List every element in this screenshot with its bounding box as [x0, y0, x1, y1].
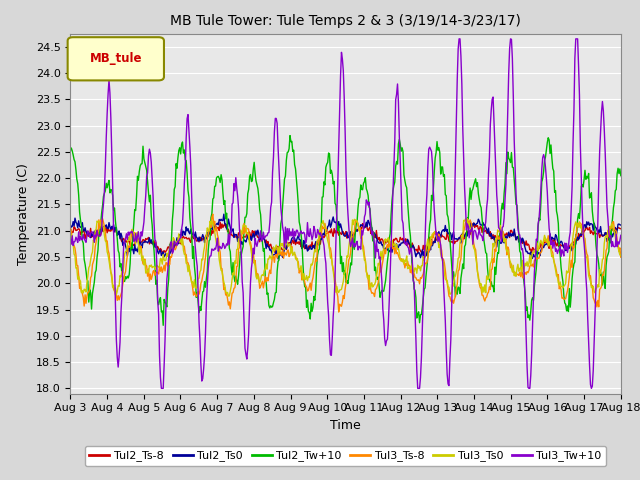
Tul2_Ts0: [617, 222, 625, 228]
Tul2_Tw+10: [436, 150, 444, 156]
Tul3_Ts0: [208, 218, 216, 224]
FancyBboxPatch shape: [68, 37, 164, 80]
Tul3_Ts0: [617, 252, 625, 258]
Tul2_Ts-8: [317, 235, 325, 240]
Tul3_Tw+10: [317, 230, 324, 236]
Tul2_Tw+10: [286, 132, 294, 138]
Tul3_Tw+10: [435, 234, 443, 240]
Y-axis label: Temperature (C): Temperature (C): [17, 163, 30, 264]
Tul2_Ts0: [317, 237, 325, 242]
Line: Tul2_Ts-8: Tul2_Ts-8: [70, 222, 621, 253]
Tul3_Ts0: [463, 216, 471, 222]
Tul3_Tw+10: [455, 36, 463, 42]
Tul2_Ts0: [483, 227, 490, 232]
X-axis label: Time: Time: [330, 419, 361, 432]
Tul2_Ts-8: [159, 251, 166, 256]
Tul2_Ts0: [67, 222, 74, 228]
Tul2_Ts-8: [436, 234, 444, 240]
Tul2_Tw+10: [617, 173, 625, 179]
Tul3_Tw+10: [392, 97, 399, 103]
Tul2_Ts-8: [617, 226, 625, 232]
Tul3_Tw+10: [209, 247, 217, 252]
Tul3_Ts-8: [317, 234, 324, 240]
Tul2_Ts0: [220, 211, 228, 217]
Tul3_Ts-8: [209, 211, 217, 217]
Tul2_Ts-8: [216, 219, 224, 225]
Tul3_Ts-8: [617, 254, 625, 260]
Tul2_Ts-8: [483, 230, 490, 236]
Tul3_Ts0: [317, 231, 324, 237]
Line: Tul3_Ts-8: Tul3_Ts-8: [70, 214, 621, 312]
Text: MB_tule: MB_tule: [90, 52, 142, 65]
Tul3_Tw+10: [67, 236, 74, 242]
Tul3_Tw+10: [617, 232, 625, 238]
Tul3_Ts0: [392, 245, 399, 251]
Tul3_Ts0: [67, 231, 74, 237]
Tul2_Ts0: [164, 251, 172, 257]
Tul2_Tw+10: [165, 276, 173, 282]
Tul3_Ts-8: [436, 234, 444, 240]
Tul3_Tw+10: [483, 204, 490, 210]
Tul3_Ts-8: [393, 251, 401, 256]
Tul2_Ts-8: [165, 244, 173, 250]
Tul3_Ts0: [483, 273, 490, 279]
Tul3_Ts0: [225, 293, 232, 299]
Tul2_Ts0: [274, 256, 282, 262]
Tul2_Ts0: [393, 241, 401, 247]
Tul3_Ts-8: [67, 225, 74, 231]
Tul2_Tw+10: [209, 196, 217, 202]
Tul3_Ts0: [435, 245, 443, 251]
Tul2_Tw+10: [393, 158, 401, 164]
Line: Tul2_Ts0: Tul2_Ts0: [70, 214, 621, 259]
Tul3_Ts-8: [164, 263, 172, 269]
Tul3_Ts-8: [483, 294, 490, 300]
Tul2_Tw+10: [67, 148, 74, 154]
Tul3_Ts-8: [335, 309, 342, 315]
Line: Tul3_Ts0: Tul3_Ts0: [70, 219, 621, 296]
Tul2_Tw+10: [317, 221, 325, 227]
Tul2_Ts-8: [393, 236, 401, 241]
Tul2_Ts-8: [67, 230, 74, 236]
Tul2_Ts0: [208, 225, 216, 230]
Line: Tul3_Tw+10: Tul3_Tw+10: [70, 39, 621, 388]
Line: Tul2_Tw+10: Tul2_Tw+10: [70, 135, 621, 325]
Tul2_Tw+10: [483, 251, 490, 256]
Legend: Tul2_Ts-8, Tul2_Ts0, Tul2_Tw+10, Tul3_Ts-8, Tul3_Ts0, Tul3_Tw+10: Tul2_Ts-8, Tul2_Ts0, Tul2_Tw+10, Tul3_Ts…: [85, 446, 606, 466]
Tul3_Ts0: [164, 253, 172, 259]
Tul3_Tw+10: [157, 385, 165, 391]
Tul3_Tw+10: [165, 253, 173, 259]
Tul2_Ts0: [436, 232, 444, 238]
Tul2_Tw+10: [159, 323, 167, 328]
Title: MB Tule Tower: Tule Temps 2 & 3 (3/19/14-3/23/17): MB Tule Tower: Tule Temps 2 & 3 (3/19/14…: [170, 14, 521, 28]
Tul3_Ts-8: [208, 214, 216, 220]
Tul2_Ts-8: [209, 230, 217, 236]
